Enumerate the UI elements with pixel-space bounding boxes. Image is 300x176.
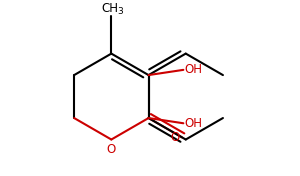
Text: OH: OH bbox=[184, 63, 202, 76]
Text: 3: 3 bbox=[117, 7, 123, 15]
Text: O: O bbox=[107, 143, 116, 156]
Text: OH: OH bbox=[184, 117, 202, 130]
Text: CH: CH bbox=[101, 2, 118, 15]
Text: O: O bbox=[171, 131, 180, 144]
